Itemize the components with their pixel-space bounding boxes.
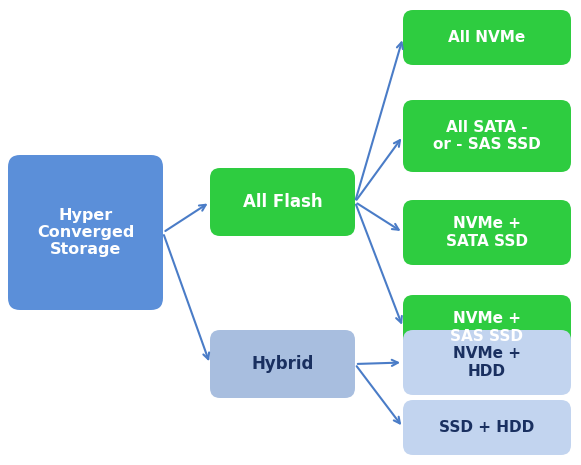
FancyBboxPatch shape xyxy=(8,155,163,310)
Text: NVMe +
HDD: NVMe + HDD xyxy=(453,346,521,379)
Text: All Flash: All Flash xyxy=(243,193,322,211)
Text: SSD + HDD: SSD + HDD xyxy=(439,420,535,435)
FancyBboxPatch shape xyxy=(210,168,355,236)
Text: Hybrid: Hybrid xyxy=(252,355,314,373)
FancyBboxPatch shape xyxy=(403,200,571,265)
FancyBboxPatch shape xyxy=(210,330,355,398)
FancyBboxPatch shape xyxy=(403,295,571,360)
FancyBboxPatch shape xyxy=(403,100,571,172)
Text: Hyper
Converged
Storage: Hyper Converged Storage xyxy=(37,207,134,258)
FancyBboxPatch shape xyxy=(403,10,571,65)
Text: NVMe +
SATA SSD: NVMe + SATA SSD xyxy=(446,216,528,249)
Text: All SATA -
or - SAS SSD: All SATA - or - SAS SSD xyxy=(433,120,541,152)
Text: NVMe +
SAS SSD: NVMe + SAS SSD xyxy=(450,311,523,344)
FancyBboxPatch shape xyxy=(403,330,571,395)
Text: All NVMe: All NVMe xyxy=(449,30,526,45)
FancyBboxPatch shape xyxy=(403,400,571,455)
